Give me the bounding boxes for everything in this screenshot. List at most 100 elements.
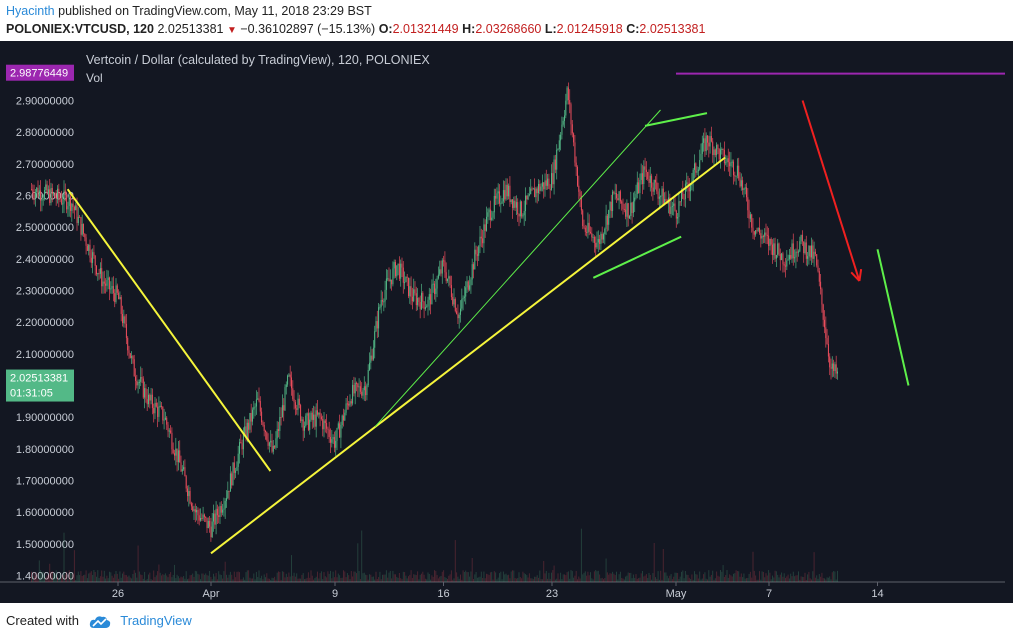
candle-body	[155, 402, 157, 407]
volume-bar	[560, 572, 562, 582]
volume-bar	[115, 570, 117, 582]
candle-body	[257, 398, 259, 400]
volume-bar	[491, 571, 493, 582]
candle-body	[545, 180, 547, 186]
candle-body	[830, 367, 832, 369]
volume-bar	[318, 578, 320, 582]
candle-body	[496, 193, 498, 199]
volume-bar	[53, 573, 55, 582]
volume-bar	[45, 577, 47, 582]
volume-bar	[246, 570, 248, 582]
candle-body	[328, 429, 330, 437]
volume-bar	[261, 575, 263, 582]
volume-bar	[681, 571, 682, 582]
candle-body	[244, 426, 246, 434]
candle-body	[540, 186, 542, 191]
volume-bar	[424, 578, 426, 582]
candle-body	[436, 278, 438, 289]
volume-bar	[493, 571, 495, 582]
candle-body	[694, 163, 695, 170]
candle-body	[67, 206, 69, 210]
candle-body	[762, 235, 764, 237]
volume-bar	[454, 540, 456, 582]
down-arrow-icon: ▼	[226, 25, 237, 36]
volume-bar	[437, 578, 439, 582]
candle-body	[444, 260, 446, 273]
candle-body	[725, 162, 727, 164]
volume-bar	[486, 573, 487, 582]
green-trendline	[592, 235, 682, 279]
volume-bar	[240, 579, 242, 582]
volume-bar	[389, 570, 391, 582]
last-price: 2.02513381	[157, 22, 224, 36]
candle-body	[738, 165, 740, 179]
candle-body	[688, 187, 690, 192]
candle-body	[307, 413, 309, 430]
candle-body	[807, 256, 809, 259]
volume-bar	[144, 571, 146, 582]
candle-body	[509, 185, 511, 203]
volume-bar	[387, 577, 389, 582]
volume-bar	[463, 571, 465, 582]
candle-body	[804, 242, 806, 254]
author-link[interactable]: Hyacinth	[6, 4, 55, 18]
volume-bar	[770, 579, 772, 582]
volume-bar	[543, 560, 545, 582]
volume-bar	[75, 579, 77, 582]
candle-body	[254, 406, 256, 408]
candle-body	[510, 199, 512, 203]
volume-bar	[320, 571, 322, 582]
volume-bar	[721, 571, 723, 582]
volume-bar	[612, 571, 614, 582]
candle-body	[110, 288, 112, 290]
candle-body	[606, 215, 608, 225]
volume-bar	[94, 571, 96, 582]
candle-body	[432, 283, 434, 285]
candle-body	[631, 202, 633, 214]
candle-body	[487, 212, 489, 217]
candle-body	[62, 203, 64, 205]
candle-body	[653, 179, 655, 192]
volume-bar	[554, 579, 556, 582]
candle-body	[664, 198, 666, 205]
volume-bar	[371, 576, 373, 582]
chart-panel[interactable]: 2.900000002.800000002.700000002.60000000…	[0, 41, 1013, 603]
candle-body	[289, 374, 291, 378]
candle-body	[814, 251, 816, 255]
volume-bar	[769, 572, 771, 582]
candle-body	[622, 203, 624, 209]
tradingview-brand-link[interactable]: TradingView	[120, 613, 192, 628]
candle-body	[332, 437, 334, 440]
volume-bar	[742, 577, 744, 582]
candle-body	[746, 187, 747, 198]
volume-bar	[262, 579, 264, 582]
candle-body	[125, 323, 127, 338]
candle-body	[454, 299, 456, 312]
candle-body	[782, 253, 784, 265]
candle-body	[604, 228, 606, 235]
volume-bar	[625, 576, 627, 582]
candle-body	[398, 263, 400, 279]
candle-body	[558, 140, 560, 149]
volume-bar	[80, 571, 82, 582]
volume-bar	[210, 576, 212, 582]
chart-canvas[interactable]: 2.900000002.800000002.700000002.60000000…	[0, 41, 1013, 603]
volume-bar	[122, 573, 123, 582]
candle-body	[297, 398, 299, 410]
candle-body	[129, 353, 131, 358]
volume-bar	[157, 571, 159, 582]
candle-body	[588, 222, 590, 232]
candle-body	[457, 313, 459, 319]
candle-body	[435, 288, 437, 295]
volume-bar	[218, 571, 220, 582]
volume-bar	[614, 575, 616, 582]
volume-bar	[233, 571, 235, 582]
volume-bar	[330, 570, 331, 582]
candle-body	[200, 518, 201, 521]
volume-bar	[159, 572, 161, 582]
candle-body	[674, 203, 676, 211]
candle-body	[747, 197, 749, 211]
candle-body	[237, 453, 239, 467]
volume-bar	[655, 577, 656, 582]
candle-body	[575, 162, 577, 168]
